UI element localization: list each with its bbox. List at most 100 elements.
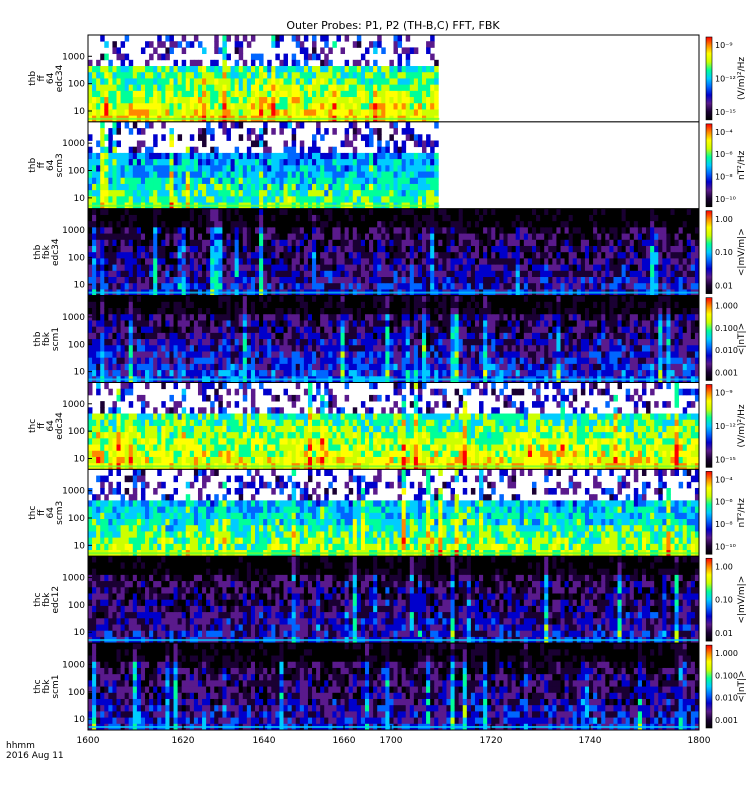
- colorbar-tick-label: 10⁻⁴: [715, 475, 733, 484]
- colorbar: [705, 471, 713, 555]
- panel-ylabel: thbfbkscm1: [33, 327, 61, 351]
- colorbar-tick-label: 10⁻¹⁵: [715, 108, 736, 117]
- spectrogram-panel: 10 100 1000 thbff64edc34 10⁻⁹ 10⁻¹² 10⁻¹⁵(V/m)…: [28, 34, 747, 123]
- y-tick-label: 1000: [62, 660, 85, 670]
- colorbar: [705, 384, 713, 468]
- panel-ylabel: thbfbkedc34: [33, 238, 61, 266]
- colorbar: [705, 644, 713, 729]
- panel-ylabel: thbff64edc34: [28, 64, 65, 92]
- panel-ylabel: thcff64edc34: [28, 412, 65, 440]
- colorbar-tick-label: 0.01: [715, 629, 733, 638]
- colorbar: [705, 210, 713, 294]
- colorbar-label: nT²/Hz: [737, 150, 747, 180]
- x-tick-label: 1660: [333, 736, 356, 746]
- y-tick-label: 100: [68, 514, 85, 524]
- y-tick-label: 1000: [62, 313, 85, 323]
- y-tick-label: 100: [68, 80, 85, 90]
- colorbar-tick-label: 10⁻⁸: [715, 172, 733, 181]
- x-axis: 1600 1620 1640 1660 1700 1720 1740 1800: [77, 725, 711, 746]
- y-tick-label: 10: [74, 368, 86, 378]
- colorbar-label: <|nT|>: [737, 670, 747, 702]
- colorbar-tick-label: 0.001: [715, 369, 738, 378]
- spectrogram-image: [88, 295, 699, 383]
- colorbar-label: <|nT|>: [737, 323, 747, 355]
- panel-ylabel: thcfbkscm1: [33, 674, 61, 698]
- colorbar-tick-label: 1.00: [715, 215, 733, 224]
- x-axis-unit-label: hhmm: [6, 741, 35, 751]
- colorbar-tick-label: 10⁻¹⁵: [715, 455, 736, 464]
- y-tick-label: 1000: [62, 139, 85, 149]
- chart-title: Outer Probes: P1, P2 (TH-B,C) FFT, FBK: [286, 19, 500, 32]
- colorbar-label: <|mV/m|>: [737, 228, 747, 276]
- colorbar-tick-label: 0.10: [715, 596, 733, 605]
- spectrogram-image: [88, 208, 699, 296]
- y-tick-label: 100: [68, 427, 85, 437]
- panel-ylabel: thcfbkedc12: [33, 586, 61, 614]
- colorbar-tick-label: 10⁻⁶: [715, 498, 733, 507]
- y-tick-label: 10: [74, 194, 86, 204]
- colorbar: [705, 297, 713, 381]
- colorbar-tick-label: 10⁻⁸: [715, 520, 733, 529]
- colorbar-tick-label: 10⁻⁹: [715, 389, 733, 398]
- colorbar-tick-label: 0.10: [715, 248, 733, 257]
- colorbar-tick-label: 0.001: [715, 716, 738, 725]
- y-tick-label: 10: [74, 281, 86, 291]
- colorbar-label: (V/m)²/Hz: [737, 404, 747, 447]
- x-tick-label: 1800: [688, 736, 711, 746]
- panel-ylabel: thcff64scm3: [28, 501, 65, 525]
- colorbar-label: (V/m)²/Hz: [737, 57, 747, 100]
- spectrogram-image: [88, 382, 699, 470]
- colorbar-tick-label: 1.000: [715, 302, 738, 311]
- spectrogram-image: [88, 35, 699, 122]
- colorbar-tick-label: 10⁻¹⁰: [715, 542, 736, 551]
- x-tick-label: 1640: [253, 736, 276, 746]
- colorbar-tick-label: 0.010: [715, 346, 738, 355]
- colorbar-label: <|mV/m|>: [737, 576, 747, 624]
- x-tick-label: 1620: [172, 736, 195, 746]
- x-tick-label: 1700: [380, 736, 403, 746]
- y-tick-label: 100: [68, 340, 85, 350]
- y-tick-label: 100: [68, 688, 85, 698]
- colorbar-tick-label: 0.100: [715, 324, 738, 333]
- colorbar-label: nT²/Hz: [737, 498, 747, 528]
- colorbar-tick-label: 10⁻⁹: [715, 41, 733, 50]
- spectrogram-image: [88, 643, 699, 730]
- colorbar-tick-label: 0.100: [715, 671, 738, 680]
- y-tick-label: 10: [74, 541, 86, 551]
- y-tick-label: 100: [68, 167, 85, 177]
- y-tick-label: 100: [68, 601, 85, 611]
- y-tick-label: 1000: [62, 226, 85, 236]
- y-tick-label: 10: [74, 107, 86, 117]
- colorbar-tick-label: 10⁻⁶: [715, 150, 733, 159]
- y-tick-label: 100: [68, 253, 85, 263]
- colorbar-tick-label: 10⁻¹⁰: [715, 195, 736, 204]
- spectrogram-panel: 10 100 1000 thbff64scm3 10⁻⁴ 10⁻⁶ 10⁻⁸ 10⁻¹⁰ nT²…: [28, 121, 747, 210]
- spectrogram-panel: 10 100 1000 thcff64scm3 10⁻⁴ 10⁻⁶ 10⁻⁸ 10⁻¹⁰ nT²…: [28, 468, 747, 557]
- colorbar-tick-label: 1.00: [715, 562, 733, 571]
- colorbar: [705, 36, 713, 121]
- y-tick-label: 10: [74, 715, 86, 725]
- x-axis-date-label: 2016 Aug 11: [6, 751, 64, 761]
- panels-layer: 101001000thbff64edc3410⁻⁹10⁻¹²10⁻¹⁵(V/m)…: [28, 34, 747, 731]
- colorbar-tick-label: 10⁻¹²: [715, 74, 736, 83]
- spectrogram-image: [88, 469, 699, 557]
- x-tick-label: 1740: [579, 736, 602, 746]
- y-tick-label: 10: [74, 454, 86, 464]
- colorbar: [705, 123, 713, 208]
- y-tick-label: 1000: [62, 487, 85, 497]
- panel-frame: [87, 642, 700, 731]
- colorbar-tick-label: 10⁻⁴: [715, 128, 733, 137]
- spectrogram-panel: 10 100 1000 thcff64edc34 10⁻⁹ 10⁻¹² 10⁻¹⁵(V/m)…: [28, 382, 747, 470]
- colorbar: [705, 557, 713, 642]
- colorbar-tick-label: 10⁻¹²: [715, 422, 736, 431]
- x-tick-label: 1720: [480, 736, 503, 746]
- spectrogram-image: [88, 121, 699, 209]
- colorbar-tick-label: 0.010: [715, 694, 738, 703]
- y-tick-label: 10: [74, 628, 86, 638]
- y-tick-label: 1000: [62, 400, 85, 410]
